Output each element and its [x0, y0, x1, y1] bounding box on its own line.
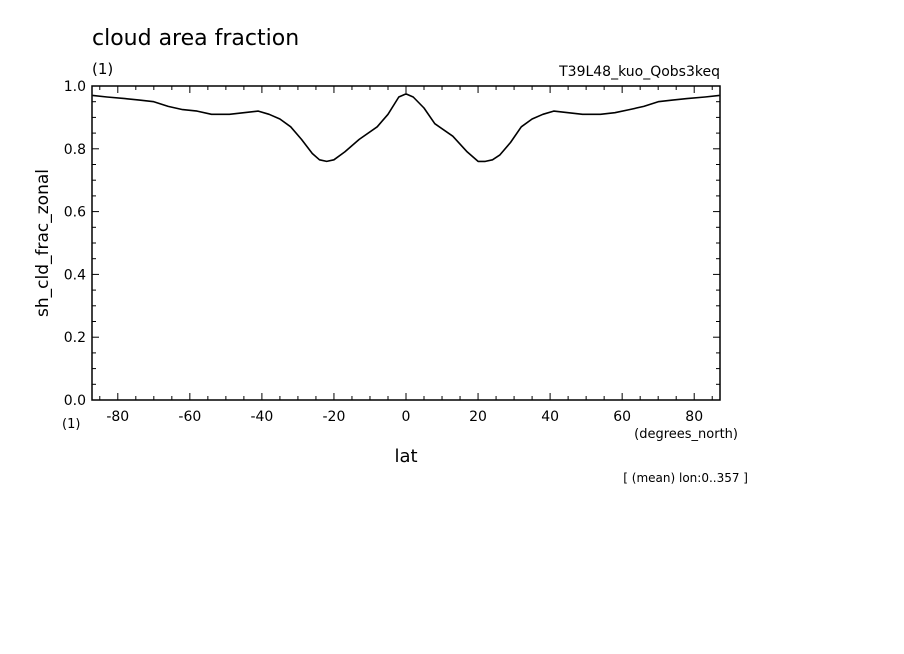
- x-units-label: (degrees_north): [634, 427, 738, 442]
- series-line: [92, 93, 720, 163]
- x-tick-label: -20: [323, 409, 346, 425]
- x-tick-label: -40: [250, 409, 273, 425]
- x-tick-label: 80: [685, 409, 703, 425]
- axis-ticks: [92, 86, 720, 400]
- x-tick-label: 40: [541, 409, 559, 425]
- x-tick-label: -60: [178, 409, 201, 425]
- y-tick-label: 0.8: [64, 142, 86, 158]
- title-units: (1): [92, 60, 113, 78]
- x-tick-label: 0: [402, 409, 411, 425]
- y-axis-label: sh_cld_frac_zonal: [33, 169, 53, 317]
- y-tick-label: 1.0: [64, 79, 86, 95]
- x-tick-label: 20: [469, 409, 487, 425]
- y-units-label: (1): [62, 417, 80, 432]
- run-label: T39L48_kuo_Qobs3keq: [558, 64, 720, 80]
- x-tick-label: -80: [106, 409, 129, 425]
- x-axis-label: lat: [394, 446, 417, 467]
- y-tick-label: 0.6: [64, 205, 86, 221]
- x-tick-label: 60: [613, 409, 631, 425]
- y-tick-label: 0.0: [64, 393, 86, 409]
- tick-labels: -80 -60 -40 -20 0 20 40 60 80 0.0 0.2 0.4 0.6 0.8 1.0: [64, 79, 703, 425]
- chart-title: cloud area fraction: [92, 26, 299, 51]
- y-tick-label: 0.4: [64, 267, 86, 283]
- plot-frame: [91, 85, 721, 401]
- y-tick-label: 0.2: [64, 330, 86, 346]
- footnote: [ (mean) lon:0..357 ]: [623, 471, 748, 485]
